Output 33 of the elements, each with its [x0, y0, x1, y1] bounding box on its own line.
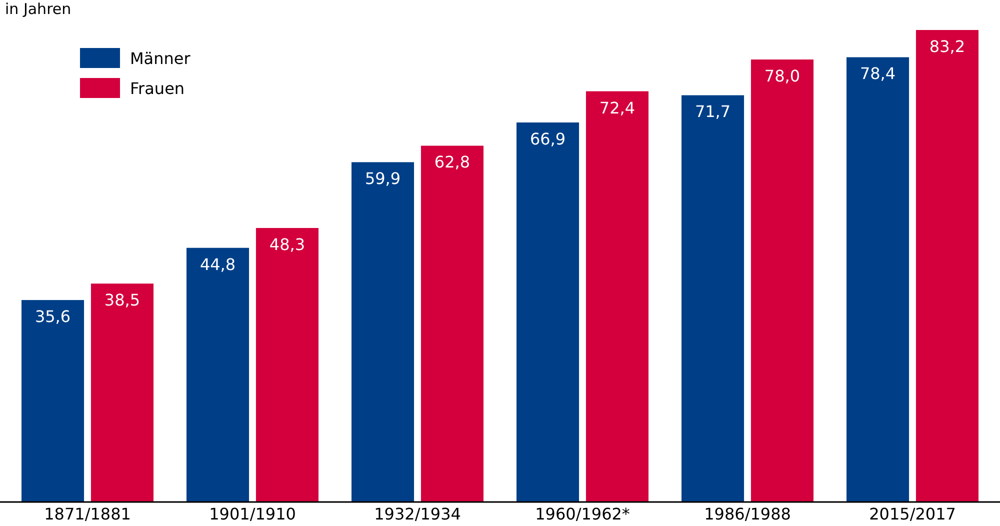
- bar: [256, 228, 318, 502]
- bar: [516, 122, 580, 502]
- x-tick-label: 2015/2017: [869, 504, 956, 524]
- x-tick-label: 1932/1934: [374, 504, 461, 524]
- bar: [352, 162, 414, 502]
- x-tick-label: 1986/1988: [704, 504, 791, 524]
- data-label: 38,5: [104, 290, 140, 310]
- bar: [90, 284, 154, 502]
- legend-label: Frauen: [130, 79, 185, 98]
- bar: [186, 248, 250, 502]
- data-label: 48,3: [269, 234, 306, 254]
- bar: [22, 300, 84, 502]
- bar: [846, 57, 910, 502]
- data-label: 62,8: [434, 152, 470, 172]
- legend-label: Männer: [130, 49, 191, 68]
- x-tick-label: 1871/1881: [44, 504, 131, 524]
- data-label: 72,4: [599, 98, 636, 118]
- data-label: 35,6: [34, 307, 71, 326]
- data-label: 83,2: [929, 37, 966, 56]
- bar: [420, 146, 484, 502]
- x-tick-label: 1901/1910: [209, 504, 296, 524]
- data-label: 78,4: [860, 64, 896, 84]
- x-tick-label: 1960/1962*: [535, 504, 630, 524]
- data-label: 71,7: [694, 102, 731, 122]
- bar: [916, 30, 978, 502]
- bar: [682, 95, 744, 502]
- data-label: 78,0: [764, 66, 800, 86]
- bar: [586, 91, 648, 502]
- data-label: 66,9: [530, 129, 566, 148]
- y-axis-title: in Jahren: [5, 0, 72, 18]
- data-label: 44,8: [200, 254, 236, 274]
- data-label: 59,9: [364, 169, 401, 188]
- bar: [750, 60, 814, 502]
